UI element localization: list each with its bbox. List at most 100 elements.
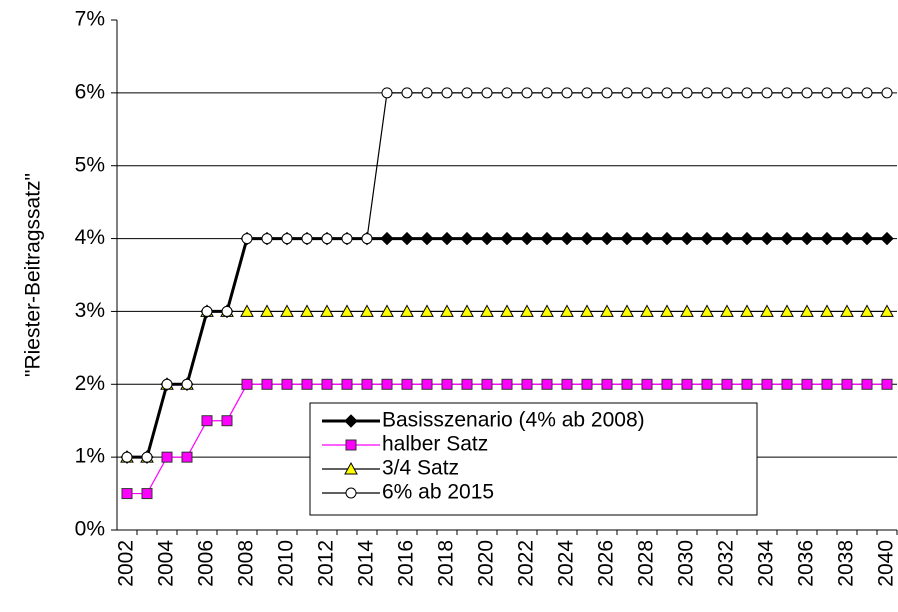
marker — [481, 378, 493, 390]
marker — [461, 378, 473, 390]
legend-box — [309, 402, 758, 516]
marker — [344, 461, 358, 475]
marker — [201, 415, 213, 427]
marker — [600, 304, 614, 317]
marker — [640, 231, 654, 246]
marker — [801, 87, 813, 99]
marker — [480, 231, 494, 246]
marker — [540, 304, 554, 317]
marker — [581, 378, 593, 390]
marker — [860, 231, 874, 246]
marker — [400, 304, 414, 317]
marker — [441, 87, 453, 99]
marker — [581, 87, 593, 99]
x-tick-label: 2038 — [835, 540, 858, 587]
marker — [741, 378, 753, 390]
marker — [660, 304, 674, 317]
marker — [820, 304, 834, 317]
marker — [301, 233, 313, 245]
marker — [380, 231, 394, 246]
marker — [720, 231, 734, 246]
marker — [421, 87, 433, 99]
marker — [261, 233, 273, 245]
marker — [541, 87, 553, 99]
marker — [400, 231, 414, 246]
marker — [620, 304, 634, 317]
marker — [681, 87, 693, 99]
marker — [501, 378, 513, 390]
marker — [520, 304, 534, 317]
x-tick-label: 2010 — [275, 540, 298, 587]
marker — [680, 231, 694, 246]
marker — [401, 378, 413, 390]
marker — [780, 231, 794, 246]
marker — [440, 304, 454, 317]
marker — [741, 87, 753, 99]
marker — [801, 378, 813, 390]
marker — [761, 87, 773, 99]
x-tick-label: 2028 — [635, 540, 658, 587]
marker — [520, 231, 534, 246]
marker — [121, 488, 133, 500]
x-tick-label: 2024 — [555, 540, 578, 587]
y-tick-label: 1% — [75, 445, 105, 468]
marker — [161, 451, 173, 463]
marker — [161, 378, 173, 390]
marker — [621, 378, 633, 390]
y-tick-label: 7% — [75, 8, 105, 31]
marker — [420, 231, 434, 246]
marker — [460, 231, 474, 246]
marker — [601, 87, 613, 99]
marker — [821, 378, 833, 390]
y-tick-label: 0% — [75, 518, 105, 541]
marker — [760, 304, 774, 317]
marker — [420, 304, 434, 317]
marker — [141, 451, 153, 463]
marker — [260, 304, 274, 317]
marker — [321, 233, 333, 245]
marker — [460, 304, 474, 317]
y-tick-label: 3% — [75, 299, 105, 322]
marker — [345, 487, 357, 499]
marker — [661, 378, 673, 390]
marker — [521, 87, 533, 99]
marker — [541, 378, 553, 390]
marker — [221, 415, 233, 427]
y-tick-label: 2% — [75, 372, 105, 395]
marker — [561, 378, 573, 390]
marker — [560, 231, 574, 246]
marker — [700, 304, 714, 317]
x-tick-label: 2014 — [355, 540, 378, 587]
marker — [521, 378, 533, 390]
y-axis-title: "Riester-Beitragssatz" — [22, 173, 45, 377]
marker — [580, 304, 594, 317]
marker — [881, 87, 893, 99]
marker — [720, 304, 734, 317]
marker — [640, 304, 654, 317]
marker — [201, 305, 213, 317]
marker — [681, 378, 693, 390]
marker — [240, 304, 254, 317]
y-tick-label: 5% — [75, 153, 105, 176]
marker — [881, 378, 893, 390]
marker — [641, 378, 653, 390]
marker — [600, 231, 614, 246]
marker — [121, 451, 133, 463]
marker — [360, 304, 374, 317]
marker — [261, 378, 273, 390]
marker — [701, 87, 713, 99]
x-tick-label: 2002 — [115, 540, 138, 587]
x-tick-label: 2040 — [875, 540, 898, 587]
marker — [841, 378, 853, 390]
x-tick-label: 2016 — [395, 540, 418, 587]
marker — [621, 87, 633, 99]
marker — [344, 414, 358, 428]
marker — [281, 378, 293, 390]
x-tick-label: 2018 — [435, 540, 458, 587]
marker — [361, 233, 373, 245]
marker — [721, 378, 733, 390]
y-tick-label: 4% — [75, 226, 105, 249]
marker — [421, 378, 433, 390]
marker — [401, 87, 413, 99]
